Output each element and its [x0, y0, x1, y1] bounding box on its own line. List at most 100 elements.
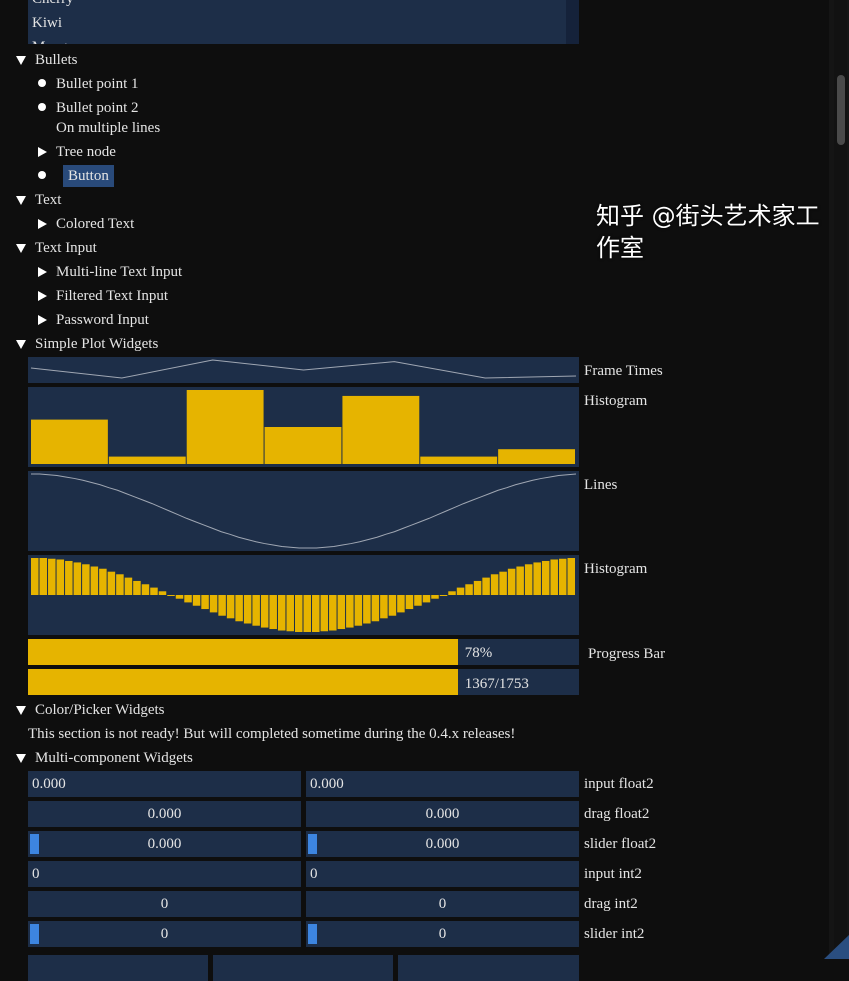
histogram-bar — [342, 395, 420, 464]
slider-field[interactable]: 0 — [28, 921, 301, 947]
histogram-bar — [363, 595, 371, 624]
frame-times-plot[interactable] — [28, 357, 579, 383]
fruit-listbox[interactable]: Cherry Kiwi Mango — [28, 0, 579, 44]
scrollbar-track[interactable] — [834, 0, 847, 959]
histogram-bar — [277, 595, 286, 631]
progress-text: 78% — [464, 645, 493, 661]
list-item[interactable]: Kiwi — [32, 15, 62, 31]
tree-node-multiline[interactable]: Multi-line Text Input — [56, 264, 183, 280]
histogram-bar — [346, 595, 354, 628]
slider-grab[interactable] — [308, 924, 317, 944]
list-item[interactable]: Cherry — [32, 0, 74, 10]
histogram-bar — [380, 595, 388, 619]
histogram-bar — [209, 595, 218, 613]
collapse-arrow-icon[interactable] — [16, 244, 26, 253]
tree-node[interactable]: Tree node — [56, 144, 116, 160]
listbox-scrollbar[interactable] — [566, 0, 579, 44]
plot-label: Histogram — [584, 561, 648, 577]
histogram-bar — [65, 560, 73, 595]
histogram-bar — [567, 558, 575, 595]
histogram-bar — [337, 595, 346, 630]
expand-arrow-icon[interactable] — [38, 291, 47, 301]
collapse-arrow-icon[interactable] — [16, 56, 26, 65]
slider-grab[interactable] — [30, 834, 39, 854]
field-label: input int2 — [584, 866, 642, 882]
field-label: input float2 — [584, 776, 654, 792]
expand-arrow-icon[interactable] — [38, 267, 47, 277]
field-value: 0 — [32, 866, 40, 882]
expand-arrow-icon[interactable] — [38, 315, 47, 325]
progress-bar-2: 1367/1753 — [28, 669, 579, 695]
collapse-arrow-icon[interactable] — [16, 196, 26, 205]
expand-arrow-icon[interactable] — [38, 219, 47, 229]
input-field[interactable]: 0.000 — [28, 771, 301, 797]
section-text-input[interactable]: Text Input — [35, 240, 97, 256]
histogram-bar — [243, 595, 252, 624]
histogram-bar — [31, 419, 108, 464]
tree-node-password[interactable]: Password Input — [56, 312, 149, 328]
field-value: 0.000 — [310, 776, 344, 792]
collapse-arrow-icon[interactable] — [16, 754, 26, 763]
histogram-bar — [516, 566, 524, 595]
histogram-bar — [116, 574, 124, 595]
input-field[interactable]: 0.000 — [306, 771, 579, 797]
histogram-bar — [473, 580, 482, 595]
field-value: 0.000 — [425, 836, 460, 852]
scrollbar-thumb[interactable] — [837, 75, 845, 145]
field-value: 0 — [310, 866, 318, 882]
section-multi[interactable]: Multi-component Widgets — [35, 750, 193, 766]
tree-node-filtered[interactable]: Filtered Text Input — [56, 288, 168, 304]
resize-grip-icon[interactable] — [824, 935, 849, 959]
histogram-bar — [56, 559, 65, 595]
slider-field[interactable]: 0.000 — [306, 831, 579, 857]
collapse-arrow-icon[interactable] — [16, 340, 26, 349]
histogram-bar — [31, 558, 39, 595]
section-plots[interactable]: Simple Plot Widgets — [35, 336, 159, 352]
list-item[interactable]: Mango — [32, 36, 75, 44]
histogram-bar — [524, 564, 533, 595]
histogram-bar — [108, 456, 186, 464]
histogram-plot[interactable] — [28, 387, 579, 467]
histogram-bar — [397, 595, 405, 613]
bullet-text: Bullet point 2 — [56, 100, 139, 116]
lines-plot[interactable] — [28, 471, 579, 551]
bullet-icon — [38, 79, 46, 87]
histogram-bar — [73, 562, 82, 595]
histogram-bar — [235, 595, 243, 622]
histogram-bar — [133, 580, 141, 595]
color-note: This section is not ready! But will comp… — [28, 726, 516, 742]
collapse-arrow-icon[interactable] — [16, 706, 26, 715]
drag-field[interactable]: 0 — [28, 891, 301, 917]
section-bullets[interactable]: Bullets — [35, 52, 78, 68]
drag-field[interactable]: 0.000 — [28, 801, 301, 827]
histogram-bar — [184, 595, 192, 603]
field-value: 0 — [438, 896, 447, 912]
histogram-plot-2[interactable] — [28, 555, 579, 635]
drag-field[interactable]: 0.000 — [306, 801, 579, 827]
field-value: 0 — [160, 896, 169, 912]
input-field[interactable]: 0 — [28, 861, 301, 887]
histogram-bar — [499, 571, 507, 595]
section-text[interactable]: Text — [35, 192, 62, 208]
slider-grab[interactable] — [30, 924, 39, 944]
drag-field[interactable]: 0 — [306, 891, 579, 917]
slider-field[interactable]: 0.000 — [28, 831, 301, 857]
input-field[interactable]: 0 — [306, 861, 579, 887]
histogram-bar — [533, 562, 541, 595]
histogram-bar — [141, 584, 150, 595]
field-value: 0.000 — [147, 836, 182, 852]
section-color[interactable]: Color/Picker Widgets — [35, 702, 165, 718]
expand-arrow-icon[interactable] — [38, 147, 47, 157]
bullet-button[interactable]: Button — [63, 165, 114, 187]
histogram-bar — [414, 595, 422, 606]
tree-node-colored-text[interactable]: Colored Text — [56, 216, 135, 232]
slider-field[interactable]: 0 — [306, 921, 579, 947]
field-label: drag int2 — [584, 896, 638, 912]
histogram-bar — [303, 595, 312, 632]
slider-grab[interactable] — [308, 834, 317, 854]
histogram-bar — [90, 566, 99, 595]
histogram-bar — [405, 595, 414, 610]
histogram-bar — [482, 577, 490, 595]
histogram-bar — [439, 595, 448, 596]
field-label: slider int2 — [584, 926, 645, 942]
